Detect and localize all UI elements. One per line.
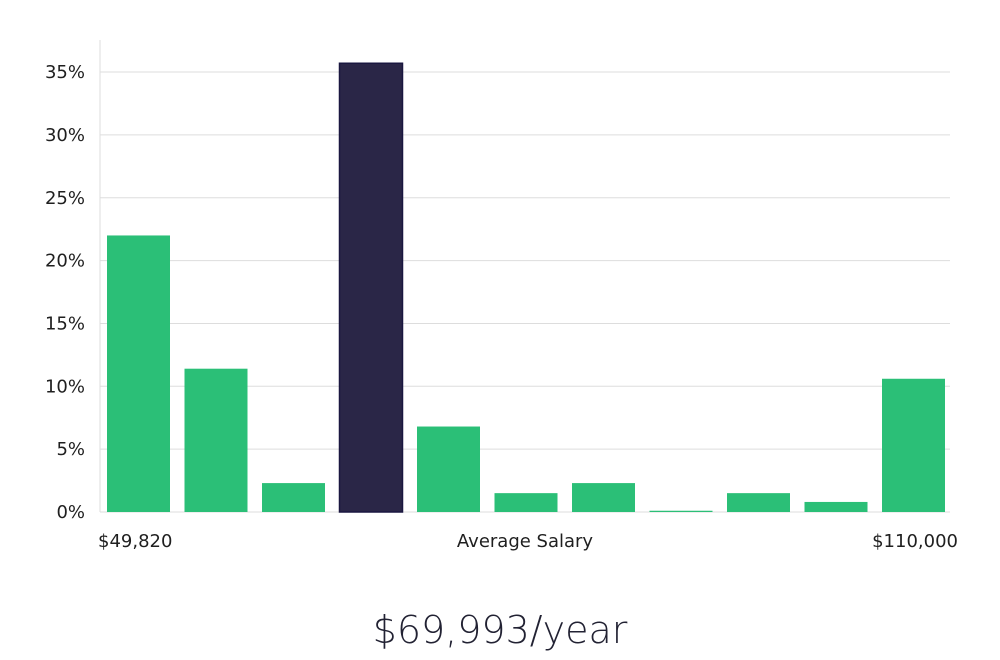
y-tick-label: 35% — [45, 62, 85, 83]
bar[interactable] — [727, 493, 790, 512]
x-max-label: $110,000 — [872, 531, 958, 552]
y-tick-label: 30% — [45, 125, 85, 146]
bar[interactable] — [649, 510, 713, 512]
y-tick-label: 5% — [56, 439, 85, 460]
y-tick-label: 15% — [45, 313, 85, 334]
y-axis-ticks: 0% 5% 10% 15% 20% 25% 30% 35% — [45, 62, 85, 523]
bar[interactable] — [494, 493, 558, 512]
y-tick-label: 25% — [45, 188, 85, 209]
y-tick-label: 0% — [56, 502, 85, 523]
bar[interactable] — [417, 426, 480, 512]
bars — [107, 62, 945, 513]
y-tick-label: 20% — [45, 251, 85, 272]
bar[interactable] — [804, 501, 868, 512]
y-tick-label: 10% — [45, 376, 85, 397]
bar[interactable] — [184, 368, 248, 512]
bar[interactable] — [262, 483, 325, 512]
x-min-label: $49,820 — [98, 531, 172, 552]
x-axis-title: Average Salary — [457, 531, 594, 552]
bar[interactable] — [882, 378, 945, 512]
bar[interactable] — [107, 235, 170, 512]
bar-highlight[interactable] — [338, 62, 404, 513]
bar[interactable] — [572, 483, 635, 512]
average-salary-value: $69,993/year — [372, 608, 628, 652]
